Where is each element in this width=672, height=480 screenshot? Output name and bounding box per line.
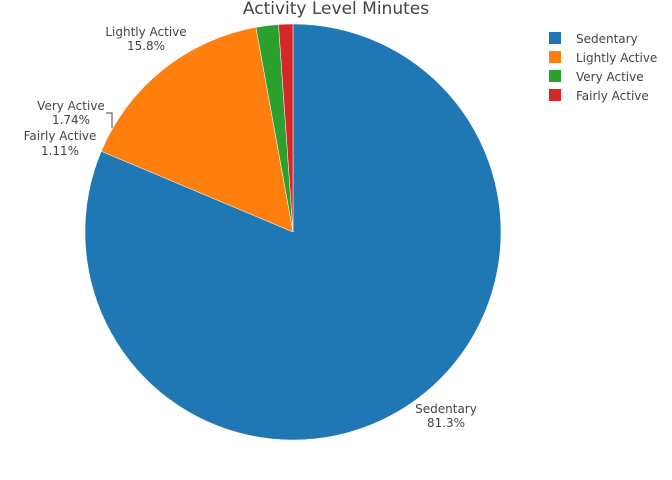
slice-name-lightly-active: Lightly Active <box>105 25 186 39</box>
legend-swatch-sedentary <box>549 32 561 44</box>
slice-percent-lightly-active: 15.8% <box>127 39 165 53</box>
slice-percent-very-active: 1.74% <box>52 113 90 127</box>
legend-swatch-lightly-active <box>549 51 561 63</box>
slice-label-fairly-active: Fairly Active 1.11% <box>24 129 97 158</box>
legend-item-fairly-active[interactable]: Fairly Active <box>549 89 649 103</box>
slice-label-sedentary: Sedentary 81.3% <box>415 402 477 430</box>
legend-label-sedentary: Sedentary <box>576 32 638 46</box>
legend-item-sedentary[interactable]: Sedentary <box>549 32 638 46</box>
pie-slice-lightly-active[interactable] <box>100 27 294 233</box>
legend-item-very-active[interactable]: Very Active <box>549 70 644 84</box>
slice-label-very-active: Very Active 1.74% <box>37 99 113 128</box>
slice-name-fairly-active: Fairly Active <box>24 129 97 143</box>
slice-percent-fairly-active: 1.11% <box>41 144 79 158</box>
very-active-leader-line <box>106 112 113 128</box>
legend-swatch-fairly-active <box>549 89 561 101</box>
chart-title: Activity Level Minutes <box>243 0 429 19</box>
pie-slice-fairly-active[interactable] <box>278 23 294 233</box>
legend: Sedentary Lightly Active Very Active Fai… <box>549 32 657 103</box>
slice-label-lightly-active: Lightly Active 15.8% <box>105 25 186 53</box>
pie-slice-sedentary[interactable] <box>84 23 502 441</box>
slice-name-sedentary: Sedentary <box>415 402 477 416</box>
legend-label-very-active: Very Active <box>576 70 644 84</box>
slice-name-very-active: Very Active <box>37 99 105 113</box>
legend-item-lightly-active[interactable]: Lightly Active <box>549 51 657 65</box>
slice-percent-sedentary: 81.3% <box>427 416 465 430</box>
legend-swatch-very-active <box>549 70 561 82</box>
legend-label-fairly-active: Fairly Active <box>576 89 649 103</box>
legend-label-lightly-active: Lightly Active <box>576 51 657 65</box>
pie-slices <box>84 23 502 441</box>
